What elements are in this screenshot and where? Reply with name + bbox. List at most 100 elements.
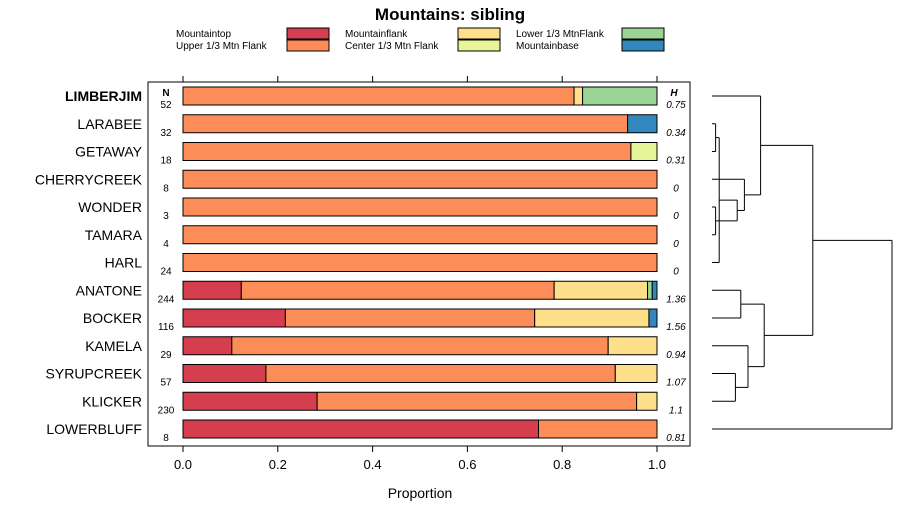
legend-swatch-upper-1-3-mtn-flank [286, 39, 330, 52]
row-n-value: 29 [160, 350, 172, 361]
bar-segment-upper-1-3-mtn-flank [182, 225, 658, 245]
row-n-value: 244 [158, 294, 175, 305]
legend-swatch-mountaintop [286, 27, 330, 40]
row-label: KLICKER [82, 393, 142, 409]
row-bocker: BOCKER 116 1.56 [83, 308, 686, 333]
bar-segment-upper-1-3-mtn-flank [182, 114, 629, 134]
bar-segment-mountainflank [614, 364, 658, 383]
x-tick-label: 0.6 [458, 457, 476, 472]
row-tamara: TAMARA 4 0 [85, 225, 679, 250]
bar-segment-mountainflank [534, 308, 650, 328]
row-n-value: 57 [160, 378, 172, 389]
bar-segment-upper-1-3-mtn-flank [316, 391, 638, 411]
legend-label-upper-1-3-mtn-flank: Upper 1/3 Mtn Flank [176, 41, 268, 52]
dendrogram [712, 95, 893, 430]
legend-swatch-center-1-3-mtn-flank [457, 39, 501, 52]
bar-segment-upper-1-3-mtn-flank [182, 197, 658, 217]
x-tick-label: 0.2 [269, 457, 287, 472]
row-label: WONDER [78, 199, 142, 215]
bar-segment-mountaintop [182, 419, 539, 439]
chart-title: Mountains: sibling [375, 5, 525, 24]
bar-segment-mountainflank [573, 86, 584, 106]
bar-segment-mountainbase [627, 114, 658, 134]
row-label: GETAWAY [75, 144, 143, 160]
x-tick-label: 0.4 [364, 457, 382, 472]
h-header: H [670, 88, 678, 99]
row-label: LIMBERJIM [65, 88, 142, 104]
row-label: HARL [105, 255, 143, 271]
bar-segment-upper-1-3-mtn-flank [240, 280, 555, 300]
row-harl: HARL 24 0 [105, 253, 679, 278]
bar-segment-upper-1-3-mtn-flank [182, 142, 632, 161]
row-n-value: 4 [163, 239, 169, 250]
x-axis-title: Proportion [388, 485, 453, 501]
row-h-value: 1.36 [666, 294, 686, 305]
row-n-value: 18 [160, 156, 172, 167]
bar-segment-mountainflank [607, 336, 658, 356]
row-syrupcreek: SYRUPCREEK 57 1.07 [46, 364, 686, 389]
bar-segment-mountaintop [182, 308, 286, 328]
bar-segment-upper-1-3-mtn-flank [231, 336, 609, 356]
row-n-value: 52 [160, 100, 172, 111]
row-n-value: 3 [163, 211, 169, 222]
bar-segment-upper-1-3-mtn-flank [182, 253, 658, 272]
row-h-value: 0 [673, 267, 679, 278]
row-cherrycreek: CHERRYCREEK 8 0 [35, 169, 679, 194]
row-h-value: 0.31 [666, 156, 685, 167]
legend-label-mountainflank: Mountainflank [345, 29, 408, 40]
row-n-value: 116 [158, 322, 174, 333]
row-label: ANATONE [76, 282, 142, 298]
row-h-value: 0 [673, 183, 679, 194]
bar-segment-mountainbase [648, 308, 658, 328]
bar-segment-mountainbase [651, 280, 658, 300]
legend-label-mountainbase: Mountainbase [516, 41, 579, 52]
x-axis: 0.0 0.2 0.4 0.6 0.8 1.0 [174, 76, 666, 472]
row-label: CHERRYCREEK [35, 171, 143, 187]
row-limberjim: LIMBERJIM 52 0.75 [65, 86, 686, 111]
row-larabee: LARABEE 32 0.34 [77, 114, 686, 139]
plot-frame [147, 81, 691, 447]
bar-segment-upper-1-3-mtn-flank [182, 86, 575, 106]
bar-segment-mountaintop [182, 364, 267, 383]
bar-segment-upper-1-3-mtn-flank [538, 419, 658, 439]
row-h-value: 0 [673, 211, 679, 222]
bar-segment-lower-1-3-mtnflank [647, 280, 653, 300]
bar-segment-mountaintop [182, 280, 242, 300]
row-h-value: 1.56 [666, 322, 686, 333]
legend-label-lower-1-3-mtnflank: Lower 1/3 MtnFlank [516, 29, 605, 40]
row-h-value: 0 [673, 239, 679, 250]
row-lowerbluff: LOWERBLUFF 8 0.81 [46, 419, 686, 444]
row-h-value: 1.07 [666, 378, 686, 389]
chart-rows: LIMBERJIM 52 0.75 LARABEE 32 0.34 GETAWAY 18 0.3… [35, 86, 686, 444]
row-label: LARABEE [77, 116, 142, 132]
bar-segment-mountaintop [182, 336, 233, 356]
row-h-value: 0.75 [666, 100, 686, 111]
bar-segment-upper-1-3-mtn-flank [265, 364, 616, 383]
row-klicker: KLICKER 230 1.1 [82, 391, 683, 416]
row-label: LOWERBLUFF [46, 421, 142, 437]
row-n-value: 24 [160, 267, 172, 278]
legend-swatch-lower-1-3-mtnflank [621, 27, 665, 40]
row-h-value: 0.81 [666, 433, 685, 444]
row-n-value: 230 [158, 405, 175, 416]
bar-segment-lower-1-3-mtnflank [582, 86, 658, 106]
x-tick-label: 0.8 [553, 457, 571, 472]
legend-swatch-mountainflank [457, 27, 501, 40]
legend-label-mountaintop: Mountaintop [176, 29, 231, 40]
row-anatone: ANATONE 244 1.36 [76, 280, 686, 305]
row-wonder: WONDER 3 0 [78, 197, 679, 222]
bar-segment-upper-1-3-mtn-flank [182, 169, 658, 189]
row-n-value: 8 [163, 433, 169, 444]
x-tick-label: 1.0 [648, 457, 666, 472]
n-header: N [162, 88, 169, 99]
bar-segment-center-1-3-mtn-flank [630, 142, 658, 161]
bar-segment-mountaintop [182, 391, 318, 411]
row-label: BOCKER [83, 310, 142, 326]
legend-label-center-1-3-mtn-flank: Center 1/3 Mtn Flank [345, 41, 439, 52]
row-kamela: KAMELA 29 0.94 [85, 336, 686, 361]
row-label: TAMARA [85, 227, 143, 243]
x-tick-label: 0.0 [174, 457, 192, 472]
